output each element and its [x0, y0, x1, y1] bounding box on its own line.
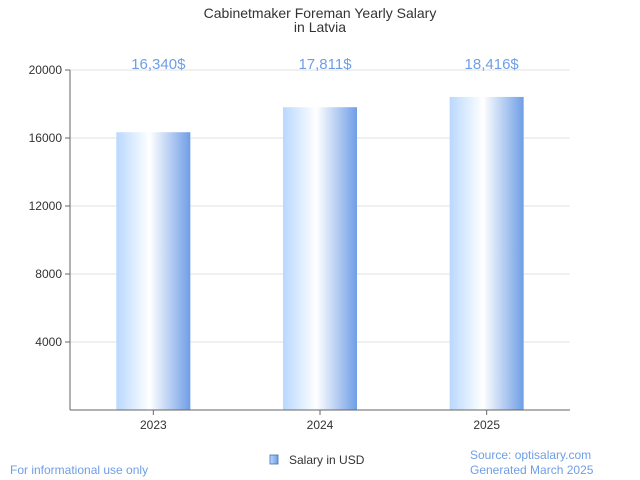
source-text[interactable]: Source: optisalary.com — [470, 448, 591, 462]
chart-title: Cabinetmaker Foreman Yearly Salary in La… — [204, 5, 437, 35]
x-tick-label-2024: 2024 — [307, 418, 334, 432]
x-tick-label-2023: 2023 — [140, 418, 167, 432]
bars — [116, 96, 524, 410]
bar-2025[interactable] — [449, 96, 524, 410]
y-tick-label: 16000 — [29, 131, 63, 145]
generated-text: Generated March 2025 — [470, 463, 594, 477]
y-tick-labels: 4000 8000 12000 16000 20000 — [29, 63, 70, 349]
y-tick-label: 12000 — [29, 199, 63, 213]
legend[interactable]: Salary in USD — [269, 453, 365, 467]
x-tick-labels: 2023 2024 2025 — [140, 410, 500, 432]
chart-title-line-1: Cabinetmaker Foreman Yearly Salary — [204, 5, 437, 21]
value-label-2024: 17,811$ — [298, 56, 352, 73]
bar-2023[interactable] — [116, 132, 191, 410]
legend-label: Salary in USD — [289, 453, 365, 467]
y-tick-label: 4000 — [35, 335, 62, 349]
value-label-2025: 18,416$ — [465, 56, 520, 73]
bar-2024[interactable] — [283, 107, 357, 410]
disclaimer-text: For informational use only — [10, 463, 148, 477]
value-labels: 16,340$ 17,811$ 18,416$ — [131, 56, 519, 73]
chart-title-line-2: in Latvia — [294, 19, 346, 35]
footer: For informational use only Source: optis… — [10, 448, 594, 477]
value-label-2023: 16,340$ — [131, 56, 186, 73]
x-tick-label-2025: 2025 — [473, 418, 500, 432]
legend-swatch — [269, 454, 279, 465]
y-tick-label: 8000 — [35, 267, 62, 281]
y-tick-label: 20000 — [29, 63, 63, 77]
